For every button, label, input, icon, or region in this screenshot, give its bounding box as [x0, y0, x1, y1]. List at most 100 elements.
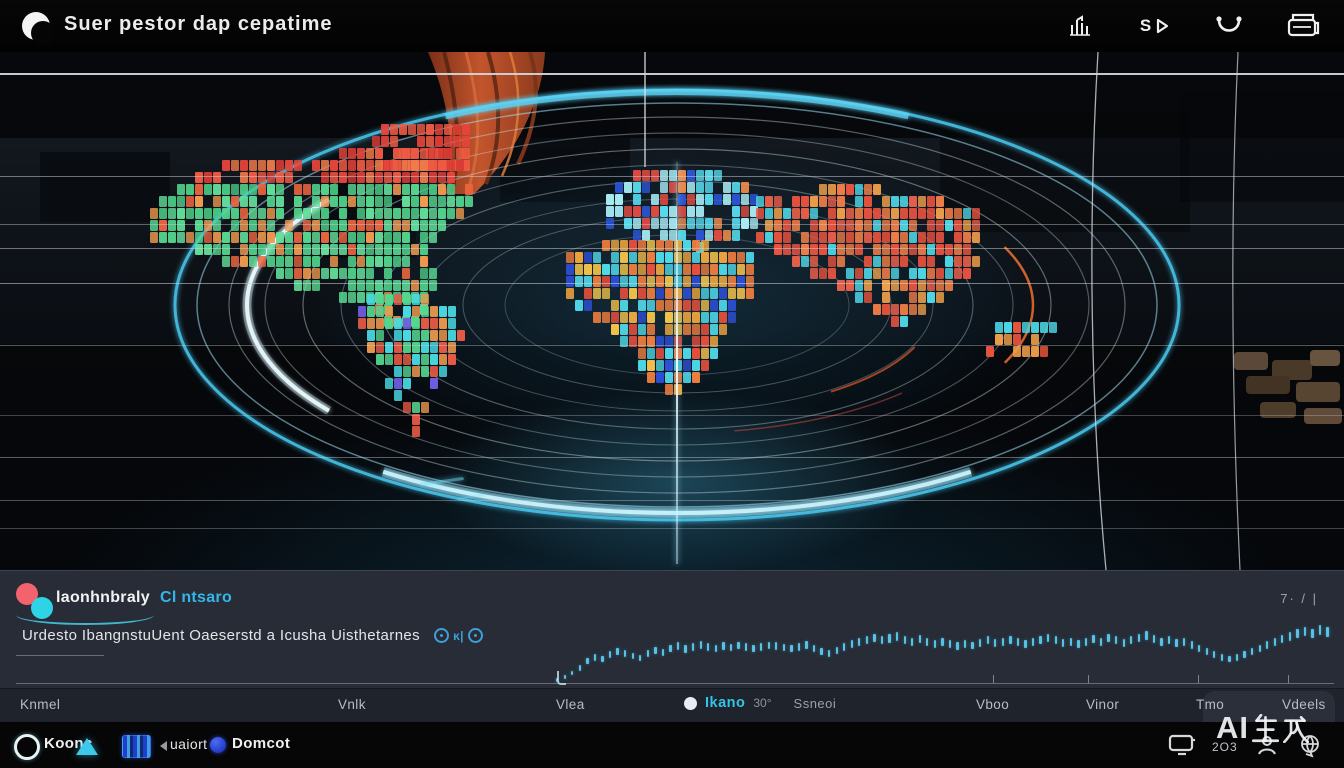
stats-icon[interactable]	[1064, 11, 1098, 41]
grid-line	[0, 224, 1344, 225]
spark-bar	[1039, 635, 1042, 644]
spark-bar	[1258, 644, 1261, 652]
ring-badge-icon[interactable]	[467, 628, 483, 643]
spark-bar	[941, 637, 944, 646]
spark-bar	[624, 650, 627, 657]
spark-bar	[1182, 637, 1186, 646]
spark-bar	[608, 651, 612, 659]
spark-bar	[1167, 635, 1171, 644]
spark-bar	[1273, 637, 1276, 646]
axis-label-6[interactable]: Vdeels	[1282, 697, 1326, 712]
spark-bar	[669, 644, 672, 652]
subtitle-badges[interactable]: ĸ|	[434, 628, 483, 643]
spark-bar	[1009, 635, 1012, 644]
axis-label-4[interactable]: Vinor	[1086, 697, 1120, 712]
axis-label-3[interactable]: Vboo	[976, 697, 1010, 712]
axis-label-1[interactable]: Vnlk	[338, 697, 366, 712]
center-axis-line	[676, 162, 678, 564]
spark-bar	[1130, 636, 1133, 645]
spark-bar	[744, 643, 748, 651]
axis-label-2[interactable]: Vlea	[556, 697, 585, 712]
spark-bar	[1266, 641, 1269, 649]
sparkline-chart[interactable]	[556, 593, 1334, 683]
sd-icon[interactable]: S	[1138, 11, 1172, 41]
legend-underline	[16, 613, 154, 625]
spark-bar	[654, 646, 657, 654]
ring-badge-icon[interactable]	[434, 628, 450, 643]
blue-dot-icon[interactable]	[210, 737, 226, 753]
spark-bar	[692, 643, 695, 651]
spark-bar	[1220, 654, 1224, 661]
spark-bar	[805, 641, 808, 649]
spark-bar	[986, 636, 989, 645]
triangle-icon[interactable]	[76, 738, 98, 755]
spark-bar	[888, 634, 891, 643]
spark-bar	[1281, 634, 1284, 644]
spark-bar	[578, 665, 582, 671]
spark-bar	[911, 637, 914, 646]
printer-icon[interactable]	[1286, 11, 1320, 41]
axis-label-0[interactable]: Knmel	[20, 697, 61, 712]
spark-bar	[1099, 637, 1103, 646]
spark-bar	[1016, 637, 1020, 646]
spark-bar	[1062, 639, 1065, 648]
globe-icon[interactable]	[1298, 734, 1322, 763]
legend-dot-red[interactable]	[16, 583, 38, 605]
axis-legend-chip[interactable]: Ikano 30° Ssneoi	[684, 695, 836, 711]
spark-bar	[918, 634, 921, 644]
spark-bar	[586, 658, 589, 665]
scene-block	[940, 112, 1190, 232]
app-logo-icon[interactable]	[22, 12, 55, 45]
chart-baseline	[16, 683, 1334, 684]
spark-bar	[827, 650, 831, 657]
grid-line	[0, 500, 1344, 501]
spark-bar	[1031, 637, 1035, 646]
grid-line	[0, 528, 1344, 529]
spark-bar	[775, 642, 778, 651]
ai-watermark: AI	[1216, 710, 1309, 746]
toolbar-item-uaiort[interactable]: uaiort	[170, 736, 208, 752]
grid-line	[0, 176, 1344, 177]
baseline-tick	[1288, 675, 1289, 683]
spark-bar	[707, 643, 710, 651]
spark-bar	[956, 642, 959, 651]
spark-bar	[593, 654, 597, 661]
subtitle-underline	[16, 655, 104, 656]
spark-bar	[1213, 651, 1216, 659]
spark-bar	[1205, 647, 1208, 656]
spark-bar	[1069, 637, 1072, 646]
baseline-tick	[993, 675, 994, 683]
map-chip-icon[interactable]	[122, 735, 151, 758]
axis-label-5[interactable]: Tmo	[1196, 697, 1225, 712]
holographic-map-viz[interactable]	[0, 52, 1344, 570]
spark-bar	[631, 652, 634, 660]
axis-bump	[1203, 691, 1335, 723]
spark-bar	[926, 637, 929, 646]
badge-203[interactable]: 2O3	[1212, 740, 1238, 754]
spark-bar	[646, 650, 649, 657]
baseline-tick	[1088, 675, 1089, 683]
panel-meta[interactable]: 7· / |	[1280, 591, 1318, 606]
headset-icon[interactable]	[1212, 11, 1246, 41]
grid-line	[0, 73, 1344, 75]
spark-bar	[714, 644, 717, 652]
spark-bar	[1054, 636, 1057, 645]
app-title: Suer pestor dap cepatime	[64, 13, 333, 35]
monitor-icon[interactable]	[1168, 734, 1196, 761]
axis-legend-value: 30°	[753, 696, 772, 710]
ring-icon[interactable]	[14, 734, 40, 760]
spark-bar	[865, 635, 869, 644]
world-heatmap-mosaic	[150, 124, 1057, 437]
grid-line	[0, 457, 1344, 458]
legend-accent[interactable]: Cl ntsaro	[159, 589, 233, 606]
spark-bar	[1024, 639, 1027, 648]
spark-bar	[661, 648, 665, 656]
spark-bar	[601, 656, 604, 663]
baseline-tick	[1198, 675, 1199, 683]
subtitle-text: Urdesto IbangnstuUent Oaeserstd a Icusha…	[22, 627, 421, 644]
legend-dot-white	[684, 696, 697, 710]
sd-letter: S	[1139, 16, 1153, 35]
axis-legend-extra: Ssneoi	[793, 695, 837, 711]
toolbar-item-domcot[interactable]: Domcot	[232, 735, 291, 752]
bottom-toolbar: Koonc uaiort Domcot 2O3	[0, 722, 1344, 768]
